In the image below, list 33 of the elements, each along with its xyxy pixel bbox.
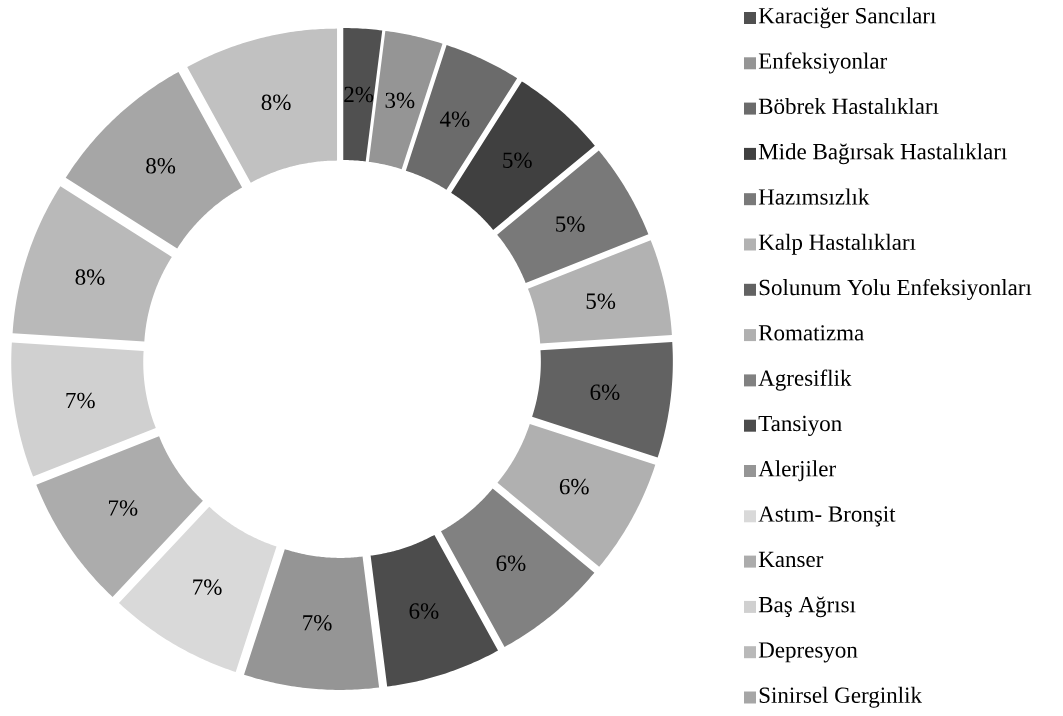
data-label: 3% — [385, 92, 415, 109]
legend-label: Sinirsel Gerginlik — [759, 686, 922, 708]
legend-label: Baş Ağrısı — [758, 596, 856, 618]
data-label: 7% — [193, 579, 222, 595]
legend-label: Hazımsızlık — [758, 188, 870, 205]
legend-label: Astım- Bronşit — [758, 506, 896, 527]
data-label: 6% — [409, 603, 439, 619]
legend-label: Agresiflik — [758, 369, 852, 391]
data-label: 5% — [503, 152, 532, 168]
data-label: 8% — [261, 94, 291, 111]
legend-label: Böbrek Hastalıkları — [758, 97, 939, 115]
legend-label: Kanser — [758, 551, 824, 568]
data-label: 5% — [556, 216, 585, 232]
data-label: 6% — [559, 478, 589, 495]
data-label: 7% — [109, 500, 138, 516]
data-label: 2% — [344, 86, 374, 103]
legend-label: Mide Bağırsak Hastalıkları — [758, 143, 1007, 165]
legend-label: Tansiyon — [758, 415, 842, 436]
data-label: 5% — [586, 293, 616, 309]
data-label: 7% — [303, 615, 332, 631]
data-label: 7% — [66, 392, 95, 409]
legend-label: Alerjiler — [758, 460, 836, 482]
data-label: 6% — [496, 555, 526, 571]
legend-label: Kalp Hastalıkları — [758, 233, 916, 255]
data-label: 8% — [75, 269, 105, 285]
legend-label: Romatizma — [758, 325, 864, 341]
legend-label: Karaciğer Sancıları — [758, 7, 936, 29]
legend-label: Enfeksiyonlar — [758, 52, 888, 74]
data-label: 6% — [590, 384, 620, 400]
data-label: 4% — [439, 111, 470, 127]
data-label: 8% — [146, 158, 176, 174]
legend-label: Depresyon — [758, 642, 858, 663]
legend-label: Solunum Yolu Enfeksiyonları — [759, 278, 1032, 301]
